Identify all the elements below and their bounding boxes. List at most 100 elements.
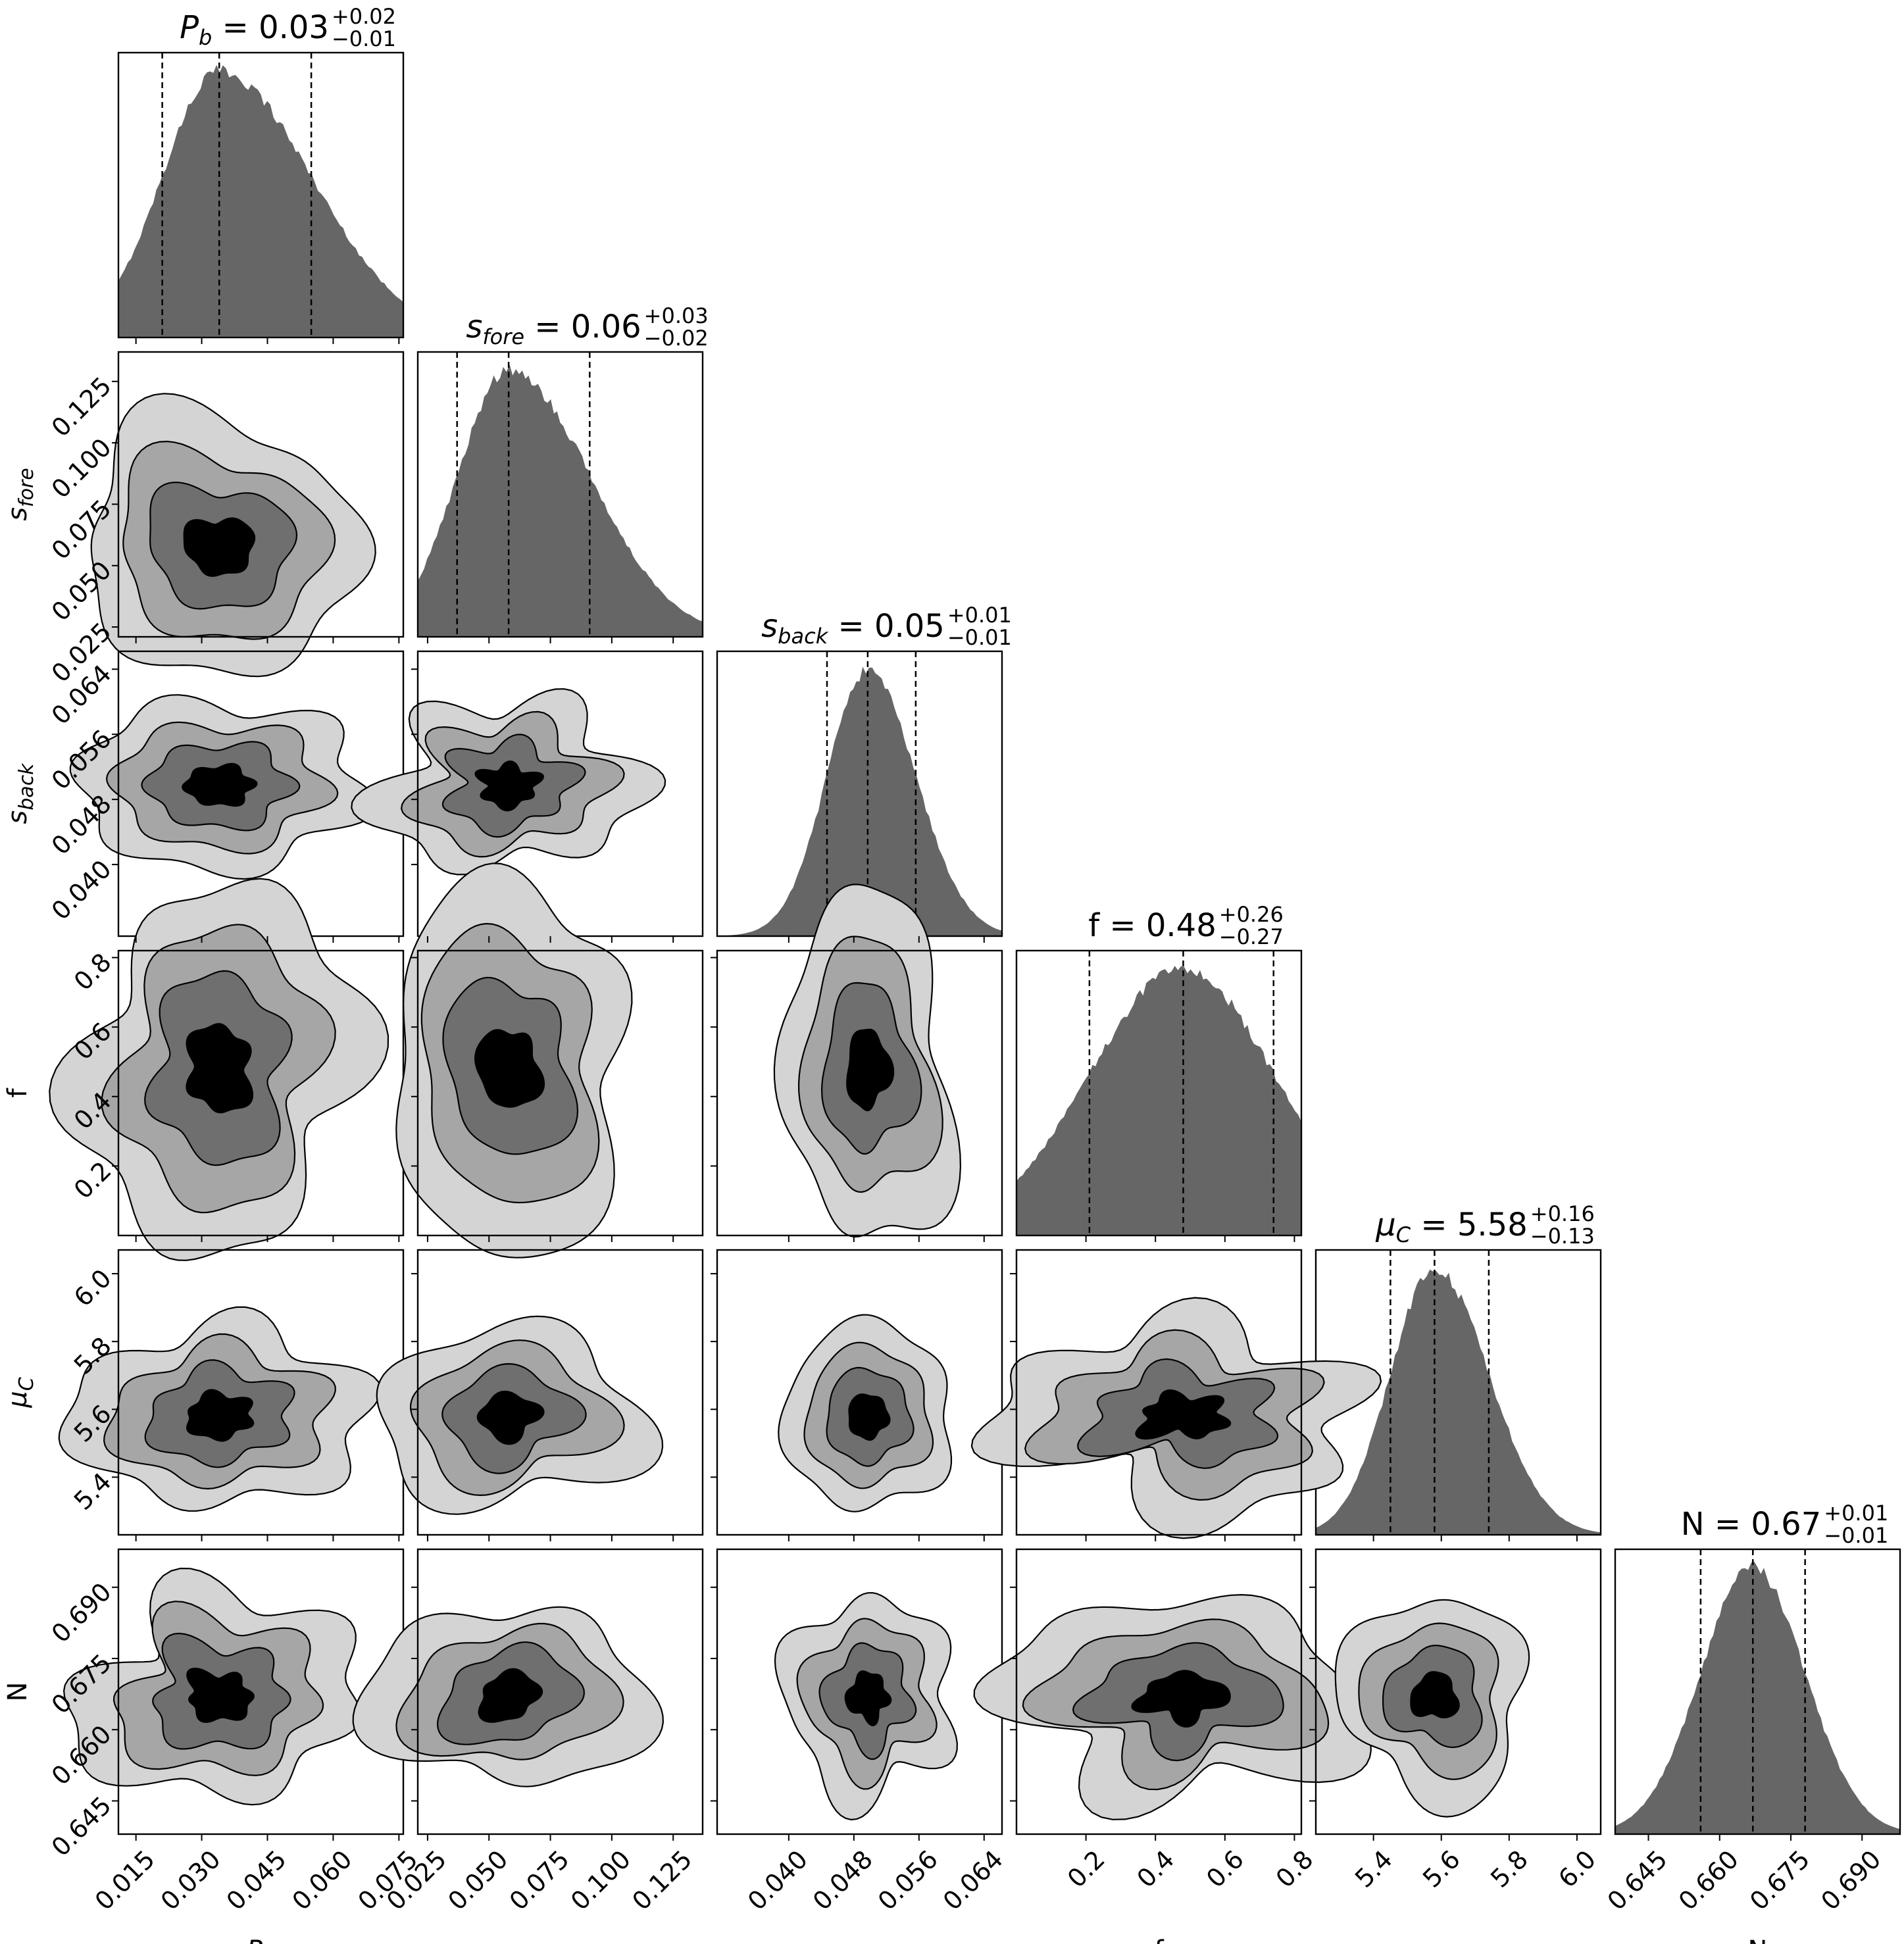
title-upper-error: +0.01 — [1824, 1501, 1888, 1526]
x-tick-label-muC: 5.6 — [1417, 1845, 1466, 1893]
panel-ticks — [1085, 1235, 1295, 1242]
x-axis-label-sfore: sfore — [534, 1935, 587, 1944]
panel-frame — [1315, 1548, 1602, 1835]
panel-frame — [1614, 1548, 1901, 1835]
marginal-density-sback — [717, 666, 1002, 936]
x-tick-label-sback: 0.056 — [872, 1845, 943, 1916]
x-tick-label-sfore: 0.125 — [626, 1845, 697, 1916]
x-tick-label-muC: 5.4 — [1349, 1845, 1398, 1893]
x-axis-label-sback: sback — [829, 1935, 891, 1944]
y-tick-label-muC: 6.0 — [68, 1264, 117, 1312]
contour-panel-muC-vs-Pb — [58, 1249, 405, 1536]
x-tick-label-f: 0.2 — [1062, 1845, 1111, 1893]
x-tick-label-Pb: 0.045 — [221, 1845, 292, 1916]
contour-panel-sback-vs-Pb — [69, 650, 405, 937]
contour-level-4 — [1135, 1389, 1232, 1440]
contour-level-4 — [848, 1393, 891, 1441]
panel-ticks — [1010, 1273, 1295, 1541]
x-tick-label-sback: 0.064 — [938, 1845, 1009, 1916]
x-tick-label-muC: 6.0 — [1553, 1845, 1601, 1893]
y-tick-label-f: 0.8 — [68, 947, 117, 996]
y-tick-label-N: 0.690 — [46, 1577, 117, 1648]
title-lower-error: −0.13 — [1530, 1224, 1595, 1249]
title-lower-error: −0.27 — [1219, 924, 1284, 949]
x-axis-label-N: N — [1748, 1935, 1768, 1944]
marginal-panel-N: N = 0.67 +0.01−0.01 — [1614, 1501, 1901, 1835]
title-upper-error: +0.26 — [1219, 902, 1284, 927]
y-tick-label-sfore: 0.100 — [46, 433, 117, 504]
panel-title-Pb: Pb = 0.03 — [180, 9, 329, 50]
contour-level-4 — [186, 1389, 255, 1442]
marginal-panel-Pb: Pb = 0.03 +0.02−0.01 — [117, 4, 405, 339]
title-upper-error: +0.01 — [947, 603, 1012, 628]
x-tick-label-N: 0.660 — [1673, 1845, 1744, 1916]
contour-level-4 — [1410, 1671, 1460, 1718]
panel-ticks — [112, 380, 400, 643]
x-axis-label-Pb: Pb — [247, 1935, 275, 1944]
x-axis-label-f: f — [1154, 1935, 1164, 1944]
contour-level-4 — [186, 1667, 255, 1723]
y-axis-label-sback: sback — [3, 762, 38, 824]
y-axis-label-muC: μC — [3, 1377, 38, 1408]
x-tick-label-sfore: 0.050 — [442, 1845, 513, 1916]
contour-panel-N-vs-muC — [1315, 1548, 1602, 1835]
title-lower-error: −0.01 — [1824, 1523, 1888, 1548]
contour-panel-sback-vs-sfore — [351, 650, 704, 937]
x-tick-label-sback: 0.048 — [807, 1845, 878, 1916]
panel-ticks — [112, 668, 400, 943]
y-tick-label-muC: 5.4 — [68, 1467, 117, 1516]
panel-title-sfore: sfore = 0.06 — [466, 309, 641, 349]
title-lower-error: −0.02 — [644, 326, 709, 351]
contour-panel-N-vs-sback — [716, 1548, 1003, 1835]
x-tick-label-muC: 5.8 — [1485, 1845, 1534, 1893]
contour-panel-f-vs-Pb — [49, 878, 405, 1261]
panel-frame — [1015, 949, 1303, 1237]
x-tick-label-N: 0.675 — [1744, 1845, 1815, 1916]
title-upper-error: +0.02 — [332, 4, 396, 29]
contour-level-4 — [1131, 1670, 1231, 1728]
panel-ticks — [411, 1586, 674, 1841]
panel-title-f: f = 0.48 — [1088, 907, 1216, 944]
contour-level-4 — [478, 1668, 543, 1723]
panel-frame — [416, 949, 704, 1237]
y-tick-label-sback: 0.040 — [46, 855, 117, 926]
panel-frame — [1015, 1548, 1303, 1835]
panel-ticks — [1647, 1834, 1863, 1841]
panel-frame — [716, 1249, 1003, 1536]
panel-title-sback: sback = 0.05 — [761, 608, 945, 649]
panel-ticks — [788, 936, 985, 943]
panel-ticks — [112, 1273, 400, 1541]
contour-level-4 — [186, 1023, 254, 1114]
marginal-panel-muC: μC = 5.58 +0.16−0.13 — [1315, 1201, 1602, 1536]
contour-panel-muC-vs-sfore — [376, 1249, 704, 1536]
x-tick-label-Pb: 0.015 — [89, 1845, 161, 1916]
x-tick-label-Pb: 0.060 — [287, 1845, 358, 1916]
panel-frame — [117, 51, 405, 339]
contour-panel-f-vs-sfore — [395, 862, 704, 1259]
x-tick-label-f: 0.8 — [1270, 1845, 1319, 1893]
title-upper-error: +0.16 — [1530, 1201, 1595, 1226]
contour-panel-muC-vs-sback — [716, 1249, 1003, 1536]
marginal-density-muC — [1316, 1269, 1601, 1535]
contour-panel-N-vs-Pb — [63, 1548, 405, 1835]
panel-ticks — [711, 1273, 985, 1541]
x-tick-label-sfore: 0.100 — [565, 1845, 636, 1916]
contour-panel-N-vs-f — [973, 1548, 1372, 1835]
contour-panel-f-vs-sback — [716, 884, 1003, 1238]
y-tick-label-N: 0.645 — [46, 1791, 117, 1862]
contour-level-4 — [474, 1029, 545, 1108]
x-tick-label-f: 0.4 — [1132, 1845, 1180, 1893]
contour-level-4 — [846, 1028, 895, 1112]
contour-level-4 — [844, 1670, 892, 1727]
marginal-density-N — [1615, 1562, 1900, 1834]
contour-level-4 — [183, 517, 256, 577]
panel-title-muC: μC = 5.58 — [1375, 1207, 1528, 1247]
panel-ticks — [135, 337, 400, 344]
contour-level-4 — [476, 1390, 545, 1445]
panel-ticks — [1010, 1586, 1295, 1841]
panel-ticks — [112, 957, 400, 1242]
y-axis-label-f: f — [3, 1088, 33, 1098]
panel-frame — [117, 351, 405, 638]
x-tick-label-sfore: 0.075 — [504, 1845, 575, 1916]
